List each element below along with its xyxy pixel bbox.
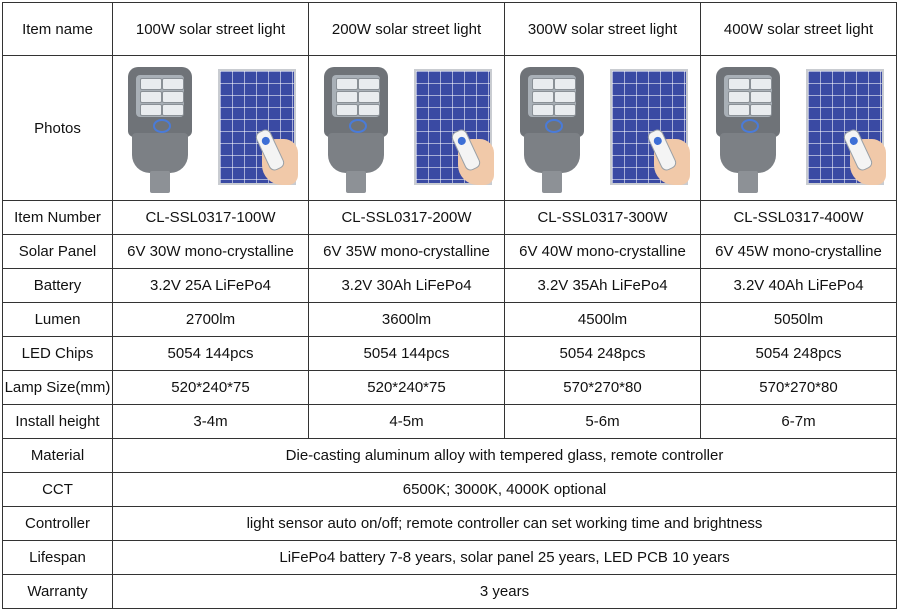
cell: CL-SSL0317-200W — [308, 200, 505, 235]
model-header-100w: 100W solar street light — [112, 2, 309, 56]
cell: 3600lm — [308, 302, 505, 337]
photo-cell — [308, 55, 505, 201]
cell: 5050lm — [700, 302, 897, 337]
row-label: Lamp Size(mm) — [2, 370, 113, 405]
product-photo — [510, 61, 696, 195]
row-label: Battery — [2, 268, 113, 303]
cell: CL-SSL0317-100W — [112, 200, 309, 235]
cell: CL-SSL0317-300W — [504, 200, 701, 235]
cell: 520*240*75 — [308, 370, 505, 405]
header-row: Item name 100W solar street light 200W s… — [2, 2, 897, 56]
cell: 5054 248pcs — [504, 336, 701, 371]
cell: 570*270*80 — [700, 370, 897, 405]
merged-cell: LiFePo4 battery 7-8 years, solar panel 2… — [112, 540, 897, 575]
row-label: Controller — [2, 506, 113, 541]
cell: 6V 30W mono-crystalline — [112, 234, 309, 269]
merged-cell: 6500K; 3000K, 4000K optional — [112, 472, 897, 507]
model-header-400w: 400W solar street light — [700, 2, 897, 56]
cell: 5054 248pcs — [700, 336, 897, 371]
photo-cell — [504, 55, 701, 201]
cell: 5-6m — [504, 404, 701, 439]
table-row: Battery 3.2V 25A LiFePo4 3.2V 30Ah LiFeP… — [2, 268, 897, 303]
cell: 5054 144pcs — [308, 336, 505, 371]
model-header-300w: 300W solar street light — [504, 2, 701, 56]
merged-cell: Die-casting aluminum alloy with tempered… — [112, 438, 897, 473]
street-lamp-icon — [519, 67, 584, 195]
table-row: Lamp Size(mm) 520*240*75 520*240*75 570*… — [2, 370, 897, 405]
table-row: Solar Panel 6V 30W mono-crystalline 6V 3… — [2, 234, 897, 269]
cell: 4500lm — [504, 302, 701, 337]
photos-label: Photos — [2, 55, 113, 201]
cell: 570*270*80 — [504, 370, 701, 405]
table-row: Controller light sensor auto on/off; rem… — [2, 506, 897, 541]
product-photo — [118, 61, 304, 195]
cell: 3-4m — [112, 404, 309, 439]
row-label: Solar Panel — [2, 234, 113, 269]
merged-cell: 3 years — [112, 574, 897, 609]
cell: 4-5m — [308, 404, 505, 439]
product-photo — [706, 61, 892, 195]
row-label: LED Chips — [2, 336, 113, 371]
row-label: Item Number — [2, 200, 113, 235]
item-name-header: Item name — [2, 2, 113, 56]
cell: 2700lm — [112, 302, 309, 337]
cell: 6-7m — [700, 404, 897, 439]
merged-cell: light sensor auto on/off; remote control… — [112, 506, 897, 541]
cell: 5054 144pcs — [112, 336, 309, 371]
street-lamp-icon — [127, 67, 192, 195]
photos-row: Photos — [2, 55, 897, 201]
photo-cell — [112, 55, 309, 201]
cell: 3.2V 40Ah LiFePo4 — [700, 268, 897, 303]
table-row: Item Number CL-SSL0317-100W CL-SSL0317-2… — [2, 200, 897, 235]
cell: 6V 40W mono-crystalline — [504, 234, 701, 269]
product-photo — [314, 61, 500, 195]
row-label: Material — [2, 438, 113, 473]
street-lamp-icon — [715, 67, 780, 195]
table-row: Material Die-casting aluminum alloy with… — [2, 438, 897, 473]
cell: 3.2V 35Ah LiFePo4 — [504, 268, 701, 303]
cell: 6V 35W mono-crystalline — [308, 234, 505, 269]
cell: 520*240*75 — [112, 370, 309, 405]
row-label: Lumen — [2, 302, 113, 337]
solar-panel-icon — [217, 69, 296, 185]
table-row: Lumen 2700lm 3600lm 4500lm 5050lm — [2, 302, 897, 337]
row-label: CCT — [2, 472, 113, 507]
table-row: LED Chips 5054 144pcs 5054 144pcs 5054 2… — [2, 336, 897, 371]
cell: 3.2V 25A LiFePo4 — [112, 268, 309, 303]
cell: 6V 45W mono-crystalline — [700, 234, 897, 269]
table-row: Install height 3-4m 4-5m 5-6m 6-7m — [2, 404, 897, 439]
table-row: Lifespan LiFePo4 battery 7-8 years, sola… — [2, 540, 897, 575]
model-header-200w: 200W solar street light — [308, 2, 505, 56]
cell: 3.2V 30Ah LiFePo4 — [308, 268, 505, 303]
photo-cell — [700, 55, 897, 201]
table-row: CCT 6500K; 3000K, 4000K optional — [2, 472, 897, 507]
row-label: Lifespan — [2, 540, 113, 575]
table-row: Warranty 3 years — [2, 574, 897, 609]
row-label: Install height — [2, 404, 113, 439]
cell: CL-SSL0317-400W — [700, 200, 897, 235]
row-label: Warranty — [2, 574, 113, 609]
street-lamp-icon — [323, 67, 388, 195]
